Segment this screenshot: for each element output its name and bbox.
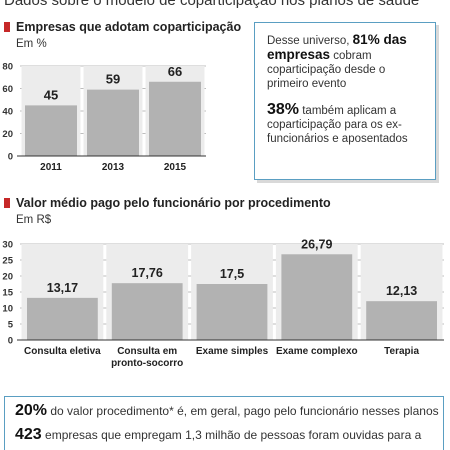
y-tick-label: 80 bbox=[2, 62, 13, 73]
x-tick-label: Exame simples bbox=[196, 346, 269, 357]
page-header: Dados sobre o modelo de coparticipação n… bbox=[4, 0, 420, 9]
bar-value-label: 66 bbox=[168, 64, 182, 79]
info-p2-post: também aplicam a coparticipação para os … bbox=[267, 105, 408, 145]
bottom-text-2: empresas que empregam 1,3 milhão de pess… bbox=[45, 428, 422, 442]
info-p1-post: cobram coparticipação desde o primeiro e… bbox=[267, 50, 386, 90]
chart2-title: Valor médio pago pelo funcionário por pr… bbox=[16, 196, 331, 210]
bar-value-label: 13,17 bbox=[47, 281, 78, 295]
bar-value-label: 26,79 bbox=[301, 237, 332, 251]
bar bbox=[25, 105, 77, 156]
y-tick-label: 0 bbox=[8, 336, 13, 347]
chart1-svg: 0 20 40 60 80 45 2011 59 2013 66 2015 bbox=[2, 62, 206, 173]
y-tick-label: 30 bbox=[2, 240, 13, 251]
bottom-box: 20% do valor procedimento* é, em geral, … bbox=[4, 396, 444, 450]
bottom-value-1: 20% bbox=[15, 402, 48, 419]
info-paragraph-2: 38% também aplicam a coparticipação para… bbox=[267, 101, 425, 146]
y-tick-label: 25 bbox=[2, 256, 13, 267]
info-paragraph-1: Desse universo, 81% das empresas cobram … bbox=[267, 33, 425, 91]
y-tick-label: 20 bbox=[2, 272, 13, 283]
info-box: Desse universo, 81% das empresas cobram … bbox=[254, 22, 436, 180]
y-tick-label: 15 bbox=[2, 288, 13, 299]
x-tick-label: Exame complexo bbox=[276, 346, 358, 357]
bar bbox=[111, 283, 183, 340]
bar bbox=[196, 284, 268, 340]
bottom-line-2: 423 empresas que empregam 1,3 milhão de … bbox=[15, 425, 433, 445]
chart1-title: Empresas que adotam coparticipação bbox=[16, 20, 242, 34]
bar bbox=[366, 301, 437, 340]
info-p1-pre: Desse universo, bbox=[267, 35, 350, 47]
bar-value-label: 45 bbox=[44, 87, 58, 102]
bar-value-label: 59 bbox=[106, 72, 120, 87]
y-tick-label: 40 bbox=[2, 107, 13, 118]
chart2-unit: Em R$ bbox=[16, 214, 52, 226]
bar bbox=[149, 81, 201, 156]
bar bbox=[281, 254, 353, 340]
bottom-text-1: do valor procedimento* é, em geral, pago… bbox=[50, 404, 439, 418]
section-marker bbox=[4, 22, 10, 32]
info-p2-value: 38% bbox=[267, 101, 300, 118]
x-tick-label: Consulta eletiva bbox=[24, 346, 101, 357]
y-tick-label: 60 bbox=[2, 84, 13, 95]
info-p1-value: 81% das empresas bbox=[267, 32, 407, 62]
chart1-unit: Em % bbox=[16, 38, 47, 50]
y-tick-label: 5 bbox=[8, 320, 14, 331]
x-tick-label: 2015 bbox=[164, 162, 187, 173]
bar-value-label: 17,5 bbox=[220, 267, 244, 281]
bar bbox=[87, 89, 139, 156]
x-tick-label: Terapia bbox=[384, 346, 419, 357]
bottom-line-1: 20% do valor procedimento* é, em geral, … bbox=[15, 401, 439, 421]
y-tick-label: 0 bbox=[8, 152, 13, 163]
x-tick-label: pronto-socorro bbox=[111, 358, 183, 369]
bar-value-label: 17,76 bbox=[132, 266, 163, 280]
x-tick-label: 2013 bbox=[102, 162, 125, 173]
chart2-svg: 0 5 10 15 20 25 30 13,17 Consulta eletiva 17,76 Co… bbox=[2, 237, 444, 369]
y-tick-label: 10 bbox=[2, 304, 13, 315]
x-tick-label: 2011 bbox=[40, 162, 62, 173]
y-tick-label: 20 bbox=[2, 129, 13, 140]
bar bbox=[27, 297, 98, 340]
x-tick-label: Consulta em bbox=[117, 346, 177, 357]
bar-value-label: 12,13 bbox=[386, 284, 417, 298]
section-marker bbox=[4, 198, 10, 208]
bottom-value-2: 423 bbox=[15, 426, 42, 443]
